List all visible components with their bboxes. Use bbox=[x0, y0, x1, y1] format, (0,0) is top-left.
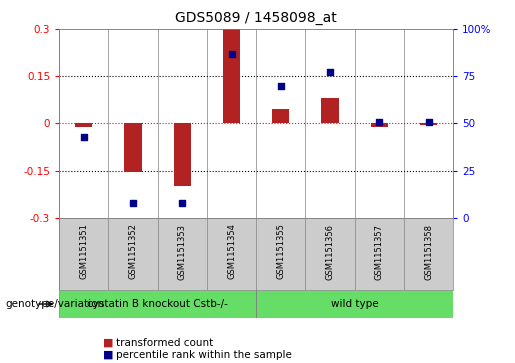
Text: GSM1151355: GSM1151355 bbox=[277, 224, 285, 280]
Point bbox=[228, 51, 236, 57]
Text: GSM1151354: GSM1151354 bbox=[227, 224, 236, 280]
Text: genotype/variation: genotype/variation bbox=[5, 299, 104, 309]
Text: ■: ■ bbox=[103, 350, 113, 360]
Text: GSM1151351: GSM1151351 bbox=[79, 224, 89, 280]
Text: GSM1151358: GSM1151358 bbox=[424, 224, 433, 280]
Text: GSM1151357: GSM1151357 bbox=[375, 224, 384, 280]
Bar bbox=[223, 29, 240, 123]
Text: GSM1151352: GSM1151352 bbox=[129, 224, 138, 280]
Bar bbox=[59, 290, 256, 318]
Text: GSM1151356: GSM1151356 bbox=[325, 224, 335, 280]
Point bbox=[277, 83, 285, 89]
Point bbox=[178, 200, 186, 205]
Bar bbox=[75, 123, 93, 127]
Text: percentile rank within the sample: percentile rank within the sample bbox=[116, 350, 292, 360]
Point bbox=[424, 119, 433, 125]
Point bbox=[326, 70, 334, 76]
Bar bbox=[174, 123, 191, 186]
Bar bbox=[371, 123, 388, 127]
Bar bbox=[272, 109, 289, 123]
Title: GDS5089 / 1458098_at: GDS5089 / 1458098_at bbox=[175, 11, 337, 25]
Text: transformed count: transformed count bbox=[116, 338, 213, 348]
Bar bbox=[256, 290, 453, 318]
Bar bbox=[321, 98, 339, 123]
Point bbox=[129, 200, 137, 205]
Point bbox=[80, 134, 88, 139]
Text: GSM1151353: GSM1151353 bbox=[178, 224, 187, 280]
Text: wild type: wild type bbox=[331, 299, 379, 309]
Bar bbox=[125, 123, 142, 172]
Text: ■: ■ bbox=[103, 338, 113, 348]
Point bbox=[375, 119, 384, 125]
Text: cystatin B knockout Cstb-/-: cystatin B knockout Cstb-/- bbox=[87, 299, 228, 309]
Bar bbox=[420, 123, 437, 125]
